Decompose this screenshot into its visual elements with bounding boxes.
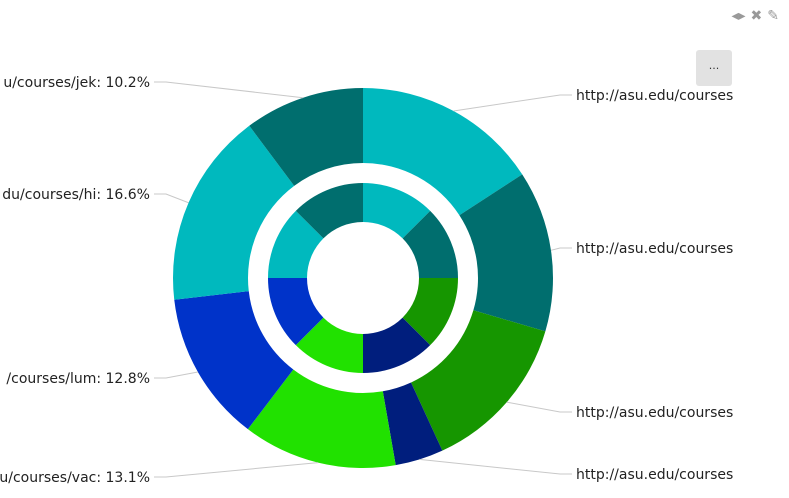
slice-label: http://asu.edu/courses xyxy=(576,241,733,257)
label-connector xyxy=(506,401,572,413)
inner-slice[interactable] xyxy=(363,317,431,373)
outer-slice[interactable] xyxy=(249,88,363,186)
slice-label: http://asu.edu/courses xyxy=(576,405,733,421)
inner-slice[interactable] xyxy=(402,278,459,346)
label-connector xyxy=(154,371,198,379)
slice-label: /courses/lum: 12.8% xyxy=(6,371,150,387)
slice-label: u/courses/jek: 10.2% xyxy=(3,75,150,91)
outer-slice[interactable] xyxy=(363,88,523,216)
label-connector xyxy=(154,81,304,99)
resize-icon[interactable]: ◂▸ xyxy=(731,8,746,24)
label-connector xyxy=(453,94,572,112)
slice-label: http://asu.edu/courses xyxy=(576,88,733,104)
label-connector xyxy=(154,462,319,478)
outer-slice[interactable] xyxy=(247,369,396,468)
inner-slice[interactable] xyxy=(295,317,363,373)
slice-label: du/courses/hi: 16.6% xyxy=(2,187,150,203)
outer-slice[interactable] xyxy=(459,174,553,332)
inner-slice[interactable] xyxy=(268,210,324,278)
label-connector xyxy=(419,458,572,475)
inner-slice[interactable] xyxy=(363,183,431,239)
edit-icon[interactable]: ✎ xyxy=(767,8,779,24)
label-connector xyxy=(154,193,189,204)
outer-slice[interactable] xyxy=(174,291,294,430)
close-icon[interactable]: ✖ xyxy=(750,8,763,24)
inner-slice[interactable] xyxy=(295,183,363,239)
inner-slice[interactable] xyxy=(402,210,458,278)
slice-label: http://asu.edu/courses xyxy=(576,467,733,483)
outer-slice[interactable] xyxy=(382,382,443,466)
inner-slice[interactable] xyxy=(268,278,324,346)
chart-menu-button[interactable]: ··· xyxy=(696,50,732,86)
outer-slice[interactable] xyxy=(411,310,546,451)
label-connector xyxy=(550,247,572,251)
chart-toolbar: ◂▸ ✖ ✎ xyxy=(731,8,779,24)
outer-slice[interactable] xyxy=(173,125,295,300)
slice-label: u/courses/vac: 13.1% xyxy=(0,470,150,486)
